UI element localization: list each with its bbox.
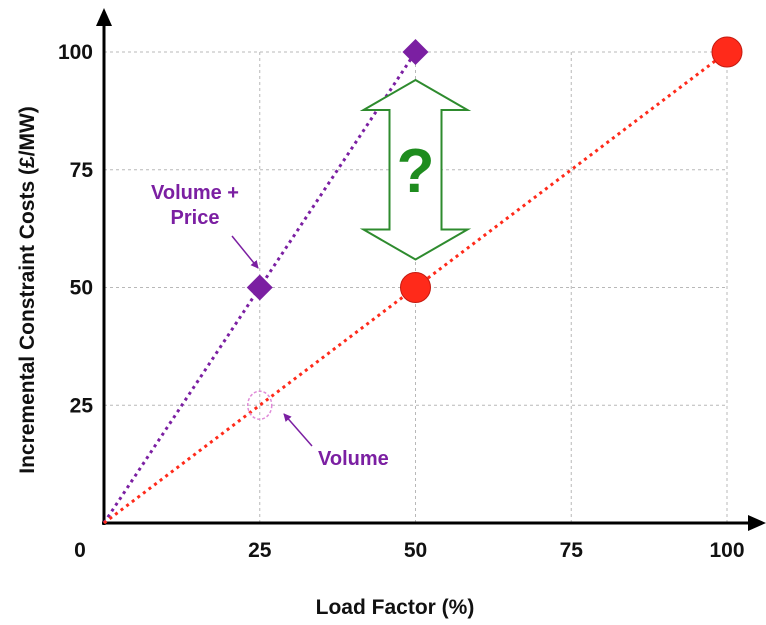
y-tick-label: 50 bbox=[70, 277, 93, 300]
axes bbox=[96, 8, 766, 531]
annotation-pointer bbox=[283, 413, 313, 447]
question-mark: ? bbox=[397, 137, 435, 206]
annotations: Volume + Price Volume bbox=[151, 182, 389, 470]
x-axis-arrowhead bbox=[748, 515, 766, 531]
circle-marker bbox=[711, 36, 743, 68]
x-tick-label: 100 bbox=[709, 539, 744, 562]
diamond-marker bbox=[402, 39, 429, 65]
x-tick-label: 25 bbox=[248, 539, 272, 562]
y-tick-label: 25 bbox=[70, 394, 94, 417]
y-tick-label: 75 bbox=[70, 159, 94, 182]
diamond-marker bbox=[246, 274, 273, 301]
annotation-line: Volume + bbox=[151, 182, 239, 204]
double-arrow-shape bbox=[359, 78, 472, 261]
ghost-marker bbox=[247, 390, 273, 420]
y-axis-label: Incremental Constraint Costs (£/MW) bbox=[16, 106, 39, 474]
y-axis-arrowhead bbox=[96, 8, 112, 26]
x-tick-label: 50 bbox=[404, 539, 427, 562]
annotation-volume: Volume bbox=[318, 448, 389, 470]
annotation-line: Price bbox=[171, 207, 220, 229]
tick-labels: 25 50 75 100 25 50 75 100 bbox=[58, 41, 745, 562]
x-axis-label: Load Factor (%) bbox=[316, 596, 475, 619]
annotation-pointer bbox=[231, 235, 259, 269]
circle-marker bbox=[400, 272, 431, 303]
annotation-volume-price: Volume + Price bbox=[151, 182, 239, 229]
grid bbox=[104, 51, 728, 523]
y-tick-label: 100 bbox=[58, 41, 93, 64]
origin-label: 0 bbox=[74, 539, 86, 562]
x-tick-label: 75 bbox=[560, 539, 584, 562]
double-arrow: ? bbox=[359, 78, 472, 261]
data-markers bbox=[246, 36, 743, 420]
